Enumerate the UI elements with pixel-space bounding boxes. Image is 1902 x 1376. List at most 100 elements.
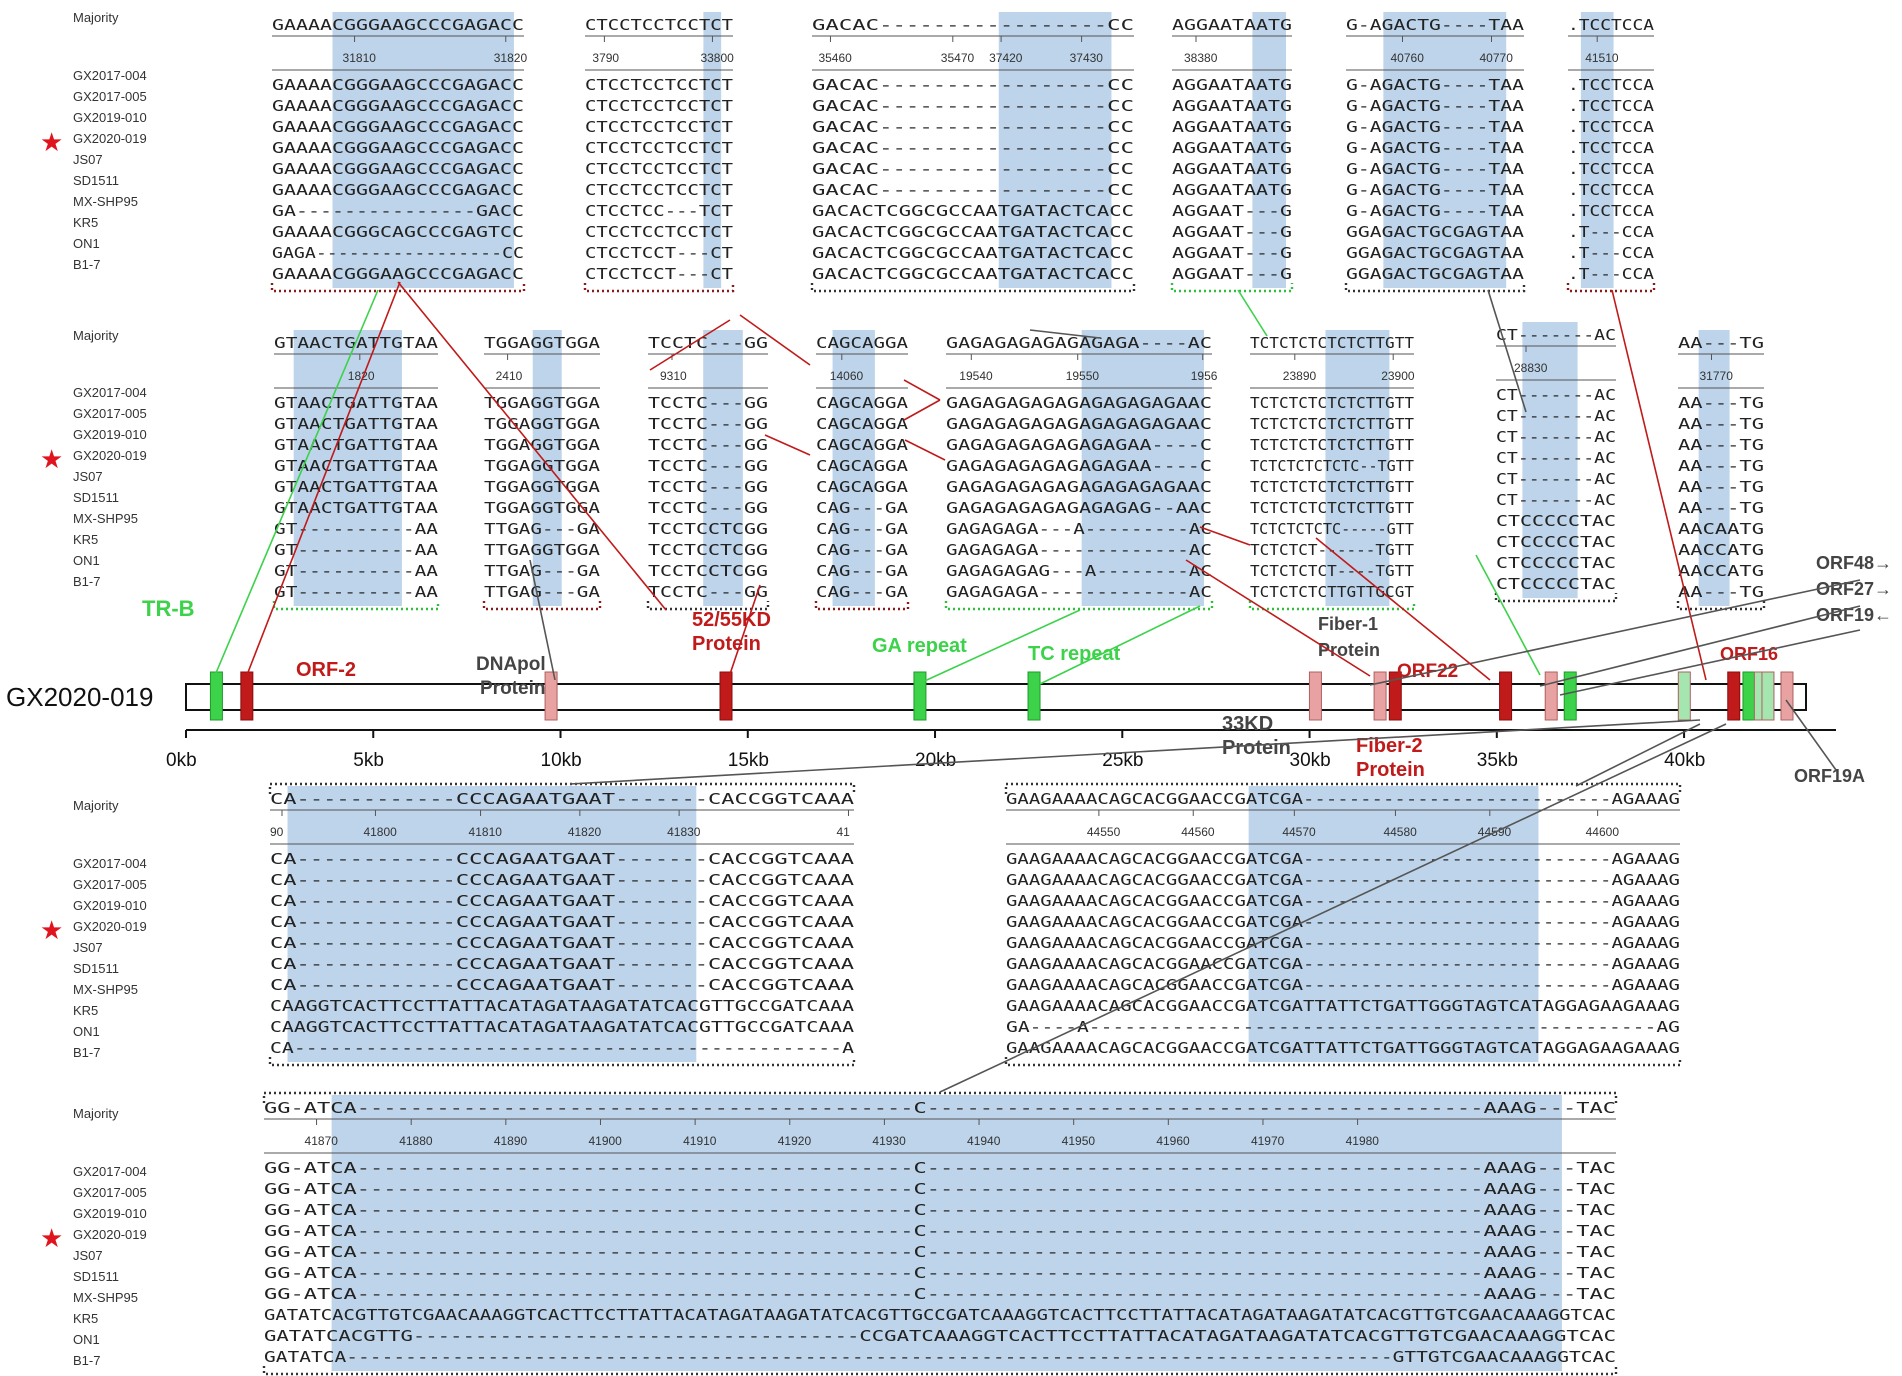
aligned-sequence: GAAAACGGGAAGCCCGAGACC — [272, 181, 524, 199]
region-bracket-top — [262, 1091, 1618, 1103]
majority-label: Majority — [73, 798, 119, 813]
aligned-sequence: TCCTCCTCGG — [648, 520, 768, 538]
feature-label: ORF19A — [1794, 766, 1865, 786]
genome-feature-box — [1563, 671, 1577, 721]
strain-label: JS07 — [73, 1248, 103, 1263]
aligned-sequence: TCTCTCTCT----TGTT — [1250, 562, 1414, 580]
aligned-sequence: G-AGACTG----TAA — [1346, 139, 1524, 157]
aligned-sequence: GACACTCGGCGCCAATGATACTCACC — [812, 244, 1134, 262]
connector-line — [1039, 605, 1201, 685]
majority-label: Majority — [73, 10, 119, 25]
aligned-sequence: CTCCTCCTCCTCT — [585, 160, 733, 178]
aligned-sequence: CAGCAGGA — [816, 478, 908, 496]
conserved-highlight — [1698, 330, 1730, 606]
connector-line — [569, 719, 1701, 785]
aligned-sequence: GAGAGAGAGAGAGAGAG--AAC — [946, 499, 1212, 517]
strain-label: GX2017-005 — [73, 406, 147, 421]
kb-tick-label: 25kb — [1102, 750, 1143, 771]
aligned-sequence: TCTCTCTCTTGTTGCGT — [1250, 583, 1414, 601]
aligned-sequence: GAAGAAAACAGCACGGAACCGATCGA--------------… — [1006, 871, 1680, 889]
position-label: 37430 — [1070, 51, 1104, 65]
aligned-sequence: CTCCTCCTCCTCT — [585, 181, 733, 199]
feature-label-line2: Protein — [1356, 759, 1425, 781]
connector-line — [1559, 629, 1861, 696]
majority-label: Majority — [73, 1106, 119, 1121]
strain-label-column: Majority GX2017-004 GX2017-005 GX2019-010 GX… — [40, 798, 147, 1060]
majority-sequence: AA---TG — [1678, 334, 1764, 352]
position-label: 23900 — [1381, 369, 1415, 383]
aligned-sequence: GTAACTGATTGTAA — [274, 499, 438, 517]
connector-line — [1487, 289, 1527, 413]
feature-label-line2: Protein — [480, 678, 545, 699]
aligned-sequence: AA---TG — [1678, 394, 1764, 412]
aligned-sequence: TCTCTCTCTCTCTTGTT — [1250, 478, 1414, 496]
connector-line — [1575, 723, 1701, 787]
aligned-sequence: TCTCTCTCTC-----GTT — [1250, 520, 1414, 538]
aligned-sequence: AGGAATAATG — [1172, 181, 1292, 199]
aligned-sequence: CT-------AC — [1496, 470, 1616, 488]
position-label: 37420 — [989, 51, 1023, 65]
strain-label: ON1 — [73, 1332, 100, 1347]
strain-label: GX2017-004 — [73, 1164, 147, 1179]
aligned-sequence: TCCTC---GG — [648, 583, 768, 601]
strain-label: KR5 — [73, 215, 98, 230]
aligned-sequence: CA--------------------------------------… — [270, 1039, 854, 1057]
strain-label-column: Majority GX2017-004 GX2017-005 GX2019-010 GX… — [40, 328, 147, 589]
aligned-sequence: G-AGACTG----TAA — [1346, 76, 1524, 94]
majority-sequence: GG-ATCA---------------------------------… — [264, 1099, 1616, 1117]
aligned-sequence: TCTCTCTCTCTCTTGTT — [1250, 415, 1414, 433]
position-label: 41510 — [1585, 51, 1619, 65]
feature-label: ORF22 — [1397, 661, 1458, 682]
genome-feature-box — [1308, 671, 1322, 721]
position-label: 41820 — [568, 825, 602, 839]
aligned-sequence: CTCCTCCTCCTCT — [585, 76, 733, 94]
aligned-sequence: .TCCTCCA — [1568, 97, 1654, 115]
aligned-sequence: AGGAAT---G — [1172, 223, 1292, 241]
kb-tick-label: 40kb — [1664, 750, 1705, 771]
connector-line — [904, 439, 946, 461]
connector-line — [1369, 579, 1861, 686]
aligned-sequence: CAGCAGGA — [816, 457, 908, 475]
alignment-panel: CT-------AC 28830 CT-------AC CT-------AC CT… — [1494, 322, 1618, 603]
position-label: 41810 — [469, 825, 503, 839]
position-label: 35460 — [818, 51, 852, 65]
genome-feature-box — [1388, 671, 1402, 721]
aligned-sequence: CA------------CCCAGAATGAAT-------CACCGGT… — [270, 871, 854, 889]
aligned-sequence: .TCCTCCA — [1568, 118, 1654, 136]
position-label: 1956 — [1191, 369, 1218, 383]
alignment-panel: GACAC-----------------CC 35460 35470 37420 3… — [810, 12, 1136, 293]
connector-line — [1785, 699, 1837, 771]
aligned-sequence: TTGAG---GA — [484, 562, 600, 580]
aligned-sequence: CTCCCCCTAC — [1496, 533, 1616, 551]
genome-feature-box — [1780, 671, 1794, 721]
aligned-sequence: GG-ATCA---------------------------------… — [264, 1180, 1616, 1198]
feature-label: GA repeat — [872, 635, 967, 657]
aligned-sequence: TTGAG---GA — [484, 583, 600, 601]
aligned-sequence: CTCCCCCTAC — [1496, 554, 1616, 572]
feature-label-line2: Protein — [1318, 640, 1380, 660]
aligned-sequence: GAAGAAAACAGCACGGAACCGATCGATTATTCTGATTGGG… — [1006, 1039, 1680, 1057]
conserved-highlight — [1252, 12, 1286, 288]
genome-feature-box — [1742, 671, 1756, 721]
region-bracket — [944, 601, 1214, 611]
genome-feature-box — [544, 671, 558, 721]
aligned-sequence: GAAAACGGGAAGCCCGAGACC — [272, 97, 524, 115]
strain-label: JS07 — [73, 940, 103, 955]
aligned-sequence: CT-------AC — [1496, 428, 1616, 446]
aligned-sequence: GAAGAAAACAGCACGGAACCGATCGA--------------… — [1006, 955, 1680, 973]
strain-label: SD1511 — [73, 490, 119, 505]
conserved-highlight — [1383, 12, 1507, 288]
position-label: 31810 — [343, 51, 377, 65]
strain-label: GX2020-019 — [73, 448, 147, 463]
kb-tick-label: 20kb — [915, 750, 956, 771]
aligned-sequence: CAG---GA — [816, 520, 908, 538]
strain-label: B1-7 — [73, 1045, 100, 1060]
aligned-sequence: TCTCTCTCTCTCTTGTT — [1250, 436, 1414, 454]
aligned-sequence: TCTCTCT------TGTT — [1250, 541, 1414, 559]
region-bracket — [583, 283, 735, 293]
majority-sequence: TGGAGGTGGA — [484, 334, 600, 352]
conserved-highlight — [1081, 330, 1205, 606]
aligned-sequence: GATATCACGTTGTCGAACAAAGGTCACTTCCTTATTACAT… — [264, 1306, 1616, 1324]
aligned-sequence: AGGAAT---G — [1172, 202, 1292, 220]
aligned-sequence: GAGAGAGAG---A--------AC — [946, 562, 1212, 580]
